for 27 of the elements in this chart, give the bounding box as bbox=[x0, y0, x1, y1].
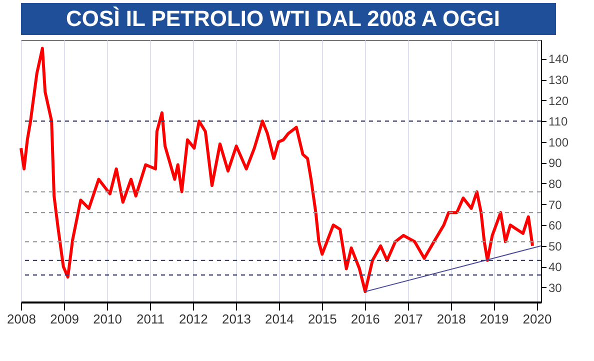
x-tick-label: 2008 bbox=[7, 312, 36, 326]
line-series bbox=[20, 46, 534, 294]
y-tick-label: 30 bbox=[548, 280, 562, 295]
y-tick-label: 40 bbox=[548, 260, 562, 274]
x-tick-label: 2015 bbox=[308, 312, 337, 326]
x-tick-label: 2010 bbox=[93, 312, 122, 326]
y-tick-label: 130 bbox=[548, 73, 569, 88]
x-tick-label: 2019 bbox=[480, 312, 509, 326]
y-tick-label: 80 bbox=[548, 176, 562, 191]
y-tick-label: 110 bbox=[548, 114, 568, 129]
chart-title: COSÌ IL PETROLIO WTI DAL 2008 A OGGI bbox=[66, 6, 500, 31]
x-tick-label: 2012 bbox=[178, 312, 208, 326]
y-tick-label: 50 bbox=[548, 239, 562, 254]
y-tick-label: 140 bbox=[548, 52, 569, 66]
y-tick-label: 100 bbox=[548, 135, 569, 150]
x-tick-label: 2011 bbox=[136, 312, 164, 326]
x-tick-label: 2020 bbox=[522, 312, 552, 326]
x-tick-label: 2009 bbox=[50, 312, 80, 326]
y-tick-label: 70 bbox=[548, 198, 562, 212]
x-tick-label: 2014 bbox=[264, 312, 294, 326]
x-tick-label: 2016 bbox=[350, 312, 380, 326]
y-tick-label: 120 bbox=[548, 94, 569, 108]
x-tick-label: 2017 bbox=[394, 312, 423, 326]
x-tick-label: 2018 bbox=[436, 312, 466, 326]
y-tick-label: 60 bbox=[548, 218, 562, 233]
x-tick-label: 2013 bbox=[222, 312, 251, 326]
y-tick-label: 90 bbox=[548, 156, 562, 170]
